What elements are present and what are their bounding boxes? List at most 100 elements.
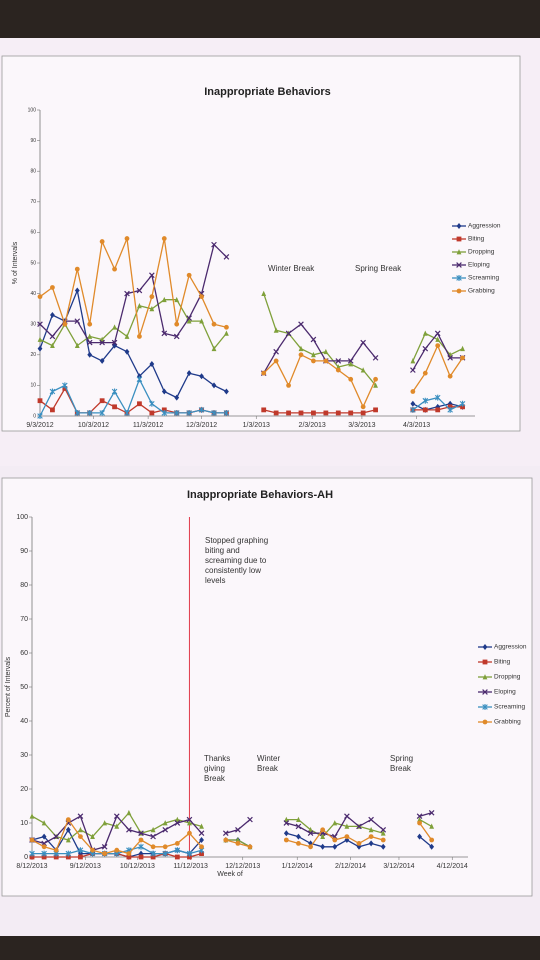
marker <box>211 241 217 248</box>
marker <box>138 854 144 860</box>
legend-label: Dropping <box>468 249 495 256</box>
marker <box>211 345 217 352</box>
legend-label: Dropping <box>494 674 521 681</box>
y-tick-label: 40 <box>30 291 36 297</box>
marker <box>273 327 279 333</box>
marker <box>53 854 59 860</box>
marker <box>187 854 192 860</box>
marker <box>482 719 488 725</box>
annotation: Winter Break <box>268 264 315 273</box>
marker <box>137 334 142 339</box>
y-axis-label: Percent of Intervals <box>5 656 12 717</box>
marker <box>422 370 428 376</box>
marker <box>261 290 267 296</box>
marker <box>174 296 180 303</box>
marker <box>235 837 241 843</box>
marker <box>296 841 301 846</box>
marker <box>41 840 47 847</box>
marker <box>283 820 290 826</box>
marker <box>186 318 192 324</box>
marker <box>335 410 341 416</box>
marker <box>410 389 416 394</box>
marker <box>50 407 55 413</box>
x-tick-label: 4/12/2014 <box>437 863 468 870</box>
marker <box>198 830 205 837</box>
marker <box>77 847 84 854</box>
marker <box>62 321 68 327</box>
marker <box>65 826 71 833</box>
y-tick-label: 30 <box>30 322 36 328</box>
marker <box>50 312 55 319</box>
marker <box>460 404 465 410</box>
marker <box>311 351 316 358</box>
marker <box>211 321 217 327</box>
marker <box>460 345 465 352</box>
marker <box>87 321 93 327</box>
chart-frame <box>1 55 521 432</box>
marker <box>137 401 142 407</box>
marker <box>223 254 230 260</box>
y-tick-label: 40 <box>20 718 28 725</box>
marker <box>235 826 241 833</box>
marker <box>435 403 441 410</box>
marker <box>149 294 155 300</box>
marker <box>78 854 83 860</box>
y-tick-label: 90 <box>30 138 36 144</box>
marker <box>198 406 205 413</box>
marker <box>410 358 416 364</box>
marker <box>211 382 217 389</box>
marker <box>112 324 117 330</box>
marker <box>41 820 47 826</box>
marker <box>162 850 169 857</box>
marker <box>435 336 441 342</box>
marker <box>65 837 71 843</box>
marker <box>372 355 379 361</box>
marker <box>41 850 47 857</box>
marker <box>447 355 453 361</box>
legend-label: Grabbing <box>494 719 521 726</box>
marker <box>273 348 279 355</box>
marker <box>199 823 204 829</box>
marker <box>199 851 204 856</box>
marker <box>416 813 423 820</box>
marker <box>111 388 118 395</box>
marker <box>162 844 168 850</box>
marker <box>373 407 378 413</box>
marker <box>78 834 83 839</box>
marker <box>174 854 180 860</box>
marker <box>150 850 156 857</box>
marker <box>429 843 435 850</box>
marker <box>417 816 422 822</box>
marker <box>162 820 168 826</box>
marker <box>296 816 301 822</box>
marker <box>360 404 366 410</box>
marker <box>347 358 354 364</box>
marker <box>186 409 192 416</box>
marker <box>62 386 68 391</box>
marker <box>286 410 291 416</box>
marker <box>356 843 362 850</box>
marker <box>199 837 204 843</box>
marker <box>99 398 105 404</box>
marker <box>410 406 416 413</box>
legend-label: Aggression <box>468 223 501 230</box>
marker <box>29 837 35 843</box>
marker <box>86 409 93 416</box>
marker <box>102 820 108 826</box>
marker <box>149 400 155 407</box>
y-tick-label: 80 <box>20 582 28 589</box>
marker <box>310 336 317 343</box>
y-tick-label: 100 <box>28 107 37 113</box>
marker <box>298 321 304 328</box>
marker <box>456 249 462 255</box>
marker <box>161 330 168 337</box>
marker <box>429 823 435 829</box>
x-tick-label: 11/12/2013 <box>173 863 208 870</box>
x-tick-label: 4/3/2013 <box>403 422 430 429</box>
marker <box>456 236 462 242</box>
marker <box>335 358 342 364</box>
marker <box>285 330 292 337</box>
marker <box>87 351 93 358</box>
y-tick-label: 90 <box>20 548 28 555</box>
marker <box>332 820 338 826</box>
